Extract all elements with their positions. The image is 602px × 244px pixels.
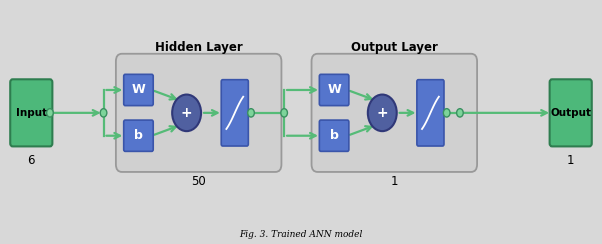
- Text: b: b: [134, 129, 143, 142]
- FancyBboxPatch shape: [417, 80, 444, 146]
- Circle shape: [457, 109, 464, 117]
- FancyBboxPatch shape: [312, 54, 477, 172]
- Circle shape: [100, 109, 107, 117]
- Circle shape: [281, 109, 288, 117]
- FancyBboxPatch shape: [124, 74, 153, 106]
- Text: Output: Output: [550, 108, 591, 118]
- Text: Input: Input: [16, 108, 47, 118]
- Text: 1: 1: [391, 175, 398, 188]
- FancyBboxPatch shape: [319, 120, 349, 151]
- Text: Hidden Layer: Hidden Layer: [155, 41, 243, 54]
- Circle shape: [47, 109, 54, 117]
- Text: 50: 50: [191, 175, 206, 188]
- Text: W: W: [327, 83, 341, 96]
- FancyBboxPatch shape: [116, 54, 282, 172]
- Text: Fig. 3. Trained ANN model: Fig. 3. Trained ANN model: [240, 230, 362, 239]
- FancyBboxPatch shape: [319, 74, 349, 106]
- Text: 1: 1: [567, 154, 574, 167]
- Circle shape: [368, 94, 397, 131]
- Text: W: W: [132, 83, 145, 96]
- Text: Output Layer: Output Layer: [351, 41, 438, 54]
- FancyBboxPatch shape: [124, 120, 153, 151]
- Text: +: +: [181, 106, 193, 120]
- Text: 6: 6: [28, 154, 35, 167]
- Text: b: b: [330, 129, 338, 142]
- FancyBboxPatch shape: [550, 79, 592, 146]
- Text: +: +: [376, 106, 388, 120]
- FancyBboxPatch shape: [10, 79, 52, 146]
- Circle shape: [443, 109, 450, 117]
- Circle shape: [172, 94, 201, 131]
- FancyBboxPatch shape: [222, 80, 249, 146]
- Circle shape: [248, 109, 255, 117]
